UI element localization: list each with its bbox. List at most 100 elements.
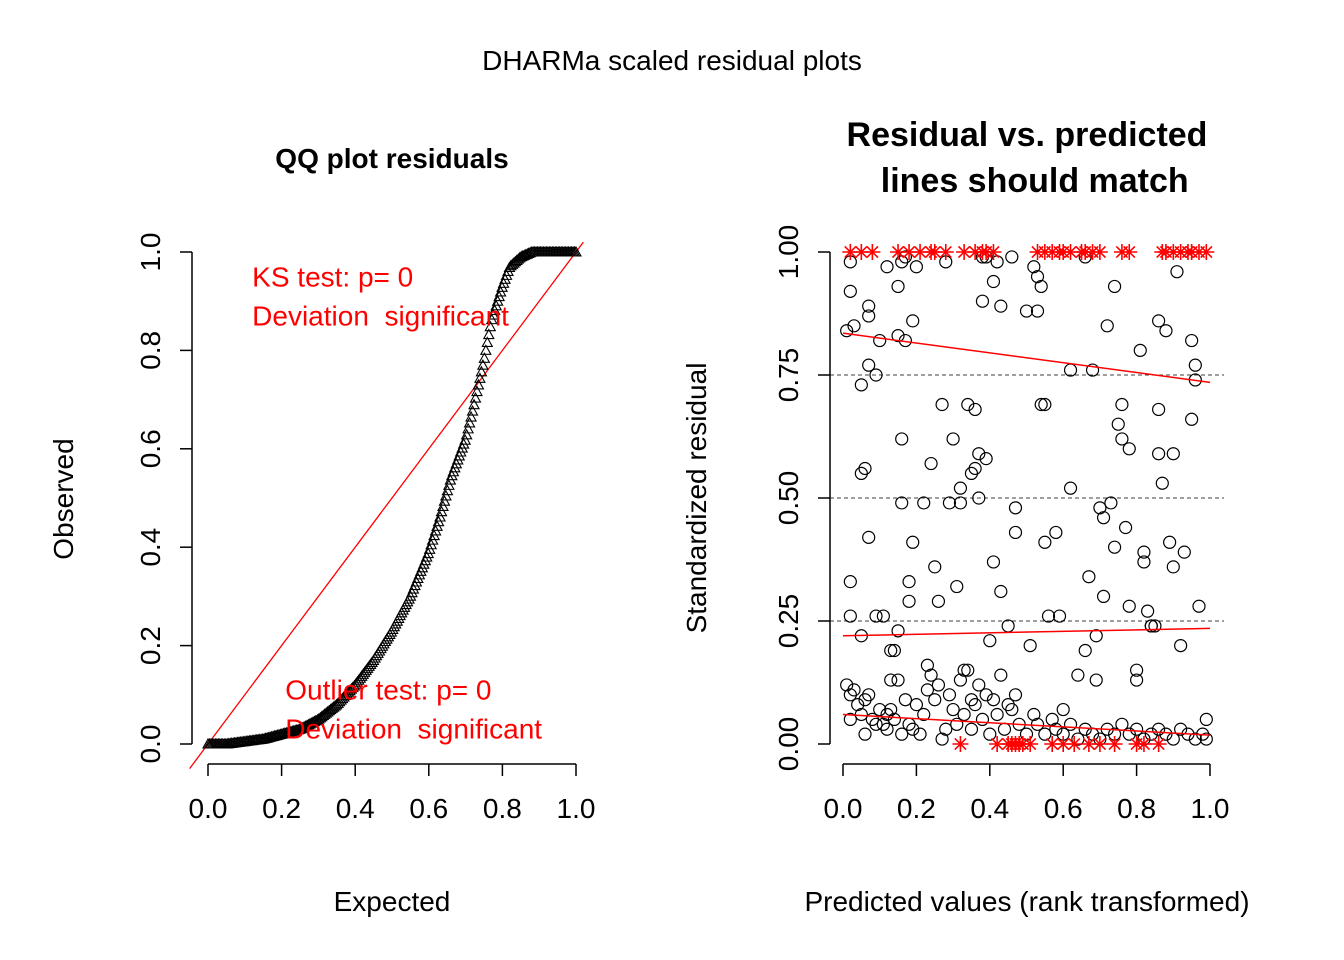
residual-point [942,496,957,510]
residual-point [862,309,876,323]
residual-point [1129,722,1144,736]
residual-point [1038,535,1052,549]
residual-point [1038,727,1052,741]
residual-point [1199,732,1213,746]
qq-axes [180,251,577,776]
x-tick-label: 0.8 [1117,793,1156,824]
quantile-fit-line [842,332,1211,384]
qq-point [434,510,446,522]
residual-point [887,643,901,658]
residual-point [1144,727,1158,741]
residual-y-axis-label: Standardized residual [681,363,712,634]
residual-point [1071,668,1085,682]
residual-point [891,279,905,294]
residual-point [843,284,857,298]
residual-point [1118,520,1133,535]
x-tick-label: 0.4 [336,793,375,824]
residual-point [994,668,1008,682]
residual-point [964,722,979,736]
residual-point [1030,717,1045,731]
qq-annotation-text: Outlier test: p= 0 [285,675,491,706]
residual-point [884,702,898,717]
residual-point [909,698,924,712]
residual-point [1192,599,1206,613]
residual-point [920,683,935,697]
qq-point [326,702,339,713]
residual-point [1133,343,1147,357]
residual-point [1152,722,1166,736]
outlier-marker [952,736,969,752]
residual-point [873,702,887,717]
residual-point [1159,727,1173,741]
qq-plot-area [189,241,584,769]
y-tick-label: 0.2 [135,626,166,665]
qq-annotation-text: Deviation significant [252,300,509,331]
residual-point [840,678,854,692]
residual-point [1185,333,1199,348]
residual-point [920,658,935,672]
qq-point [466,404,479,416]
residual-point [1188,358,1202,372]
qq-point [441,484,454,496]
residual-point [880,722,894,736]
residual-point [869,717,883,731]
qq-point [327,701,340,712]
x-tick-label: 0.4 [970,793,1009,824]
residual-point [869,368,883,382]
residual-point [1159,324,1173,338]
outlier-marker [937,244,954,260]
residual-point [843,575,857,589]
residual-point [1174,638,1188,653]
residual-point [1152,314,1166,328]
qq-point [468,398,480,410]
x-tick-label: 0.6 [409,793,448,824]
residual-point [1122,599,1136,613]
residual-point [997,722,1012,736]
residual-point [931,678,946,692]
residual-point [1152,402,1166,417]
residual-plot-title-line-2: lines should match [871,162,1188,200]
outlier-marker [1121,244,1138,260]
residual-point [880,260,894,274]
residual-point [847,319,861,333]
qq-point [469,391,482,403]
residual-point [869,609,883,623]
residual-point [935,732,949,746]
residual-point [902,594,916,608]
residual-point [1027,260,1041,274]
qq-tick-labels: 0.0 0.2 0.4 0.6 0.8 1.0 0.0 0.2 0.4 0.6 0.8 1.0 [135,233,595,824]
residual-point [891,329,905,343]
residual-point [972,447,986,461]
residual-point [924,668,938,682]
residual-point [1148,619,1162,633]
outlier-marker [912,244,929,260]
residual-point [862,530,876,544]
residual-point [994,584,1008,599]
residual-point [1096,589,1111,604]
quantile-fit-line [842,627,1211,637]
qq-point [478,352,491,363]
residual-point [895,432,909,446]
residual-point [961,397,975,412]
outlier-marker [1150,736,1167,752]
residual-point [979,688,993,702]
residual-point [979,452,993,466]
residual-point [1005,702,1019,717]
y-tick-label: 0.25 [773,594,804,649]
outlier-marker [985,244,1002,260]
residual-point [928,560,942,574]
residual-point [1100,319,1114,333]
residual-point [843,609,857,623]
qq-point [479,344,492,355]
outlier-marker [1066,736,1083,752]
residual-point [1049,525,1063,540]
outlier-marker [1091,736,1108,752]
residual-point [1005,250,1019,264]
residual-point [1104,496,1118,510]
y-tick-label: 1.0 [135,233,166,272]
residual-point [1115,397,1129,412]
residual-point [1107,279,1122,294]
residual-point [946,432,960,446]
residual-point [906,722,920,736]
residual-point [1152,447,1166,461]
